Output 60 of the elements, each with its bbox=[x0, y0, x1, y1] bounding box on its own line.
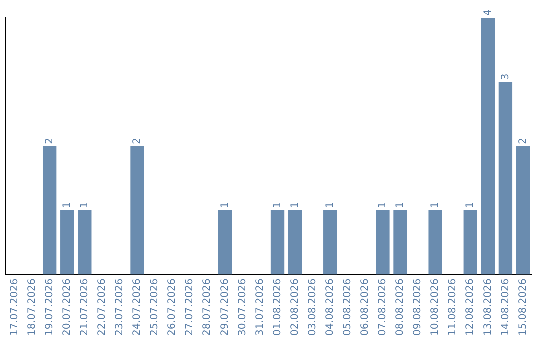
bar bbox=[324, 210, 338, 275]
x-tick-label: 29.07.2026 bbox=[220, 278, 231, 336]
bar bbox=[288, 210, 302, 275]
bar bbox=[42, 146, 57, 275]
x-tick-label: 19.07.2026 bbox=[44, 278, 56, 336]
x-tick-label: 06.08.2026 bbox=[360, 278, 372, 336]
x-tick-label: 10.08.2026 bbox=[430, 278, 442, 336]
data-label: 1 bbox=[430, 202, 442, 209]
bar bbox=[78, 210, 92, 275]
x-tick-label: 01.08.2026 bbox=[272, 278, 284, 336]
bar bbox=[464, 210, 478, 275]
x-tick-label: 20.07.2026 bbox=[62, 278, 73, 336]
x-tick-label: 30.07.2026 bbox=[237, 278, 248, 336]
data-label: 1 bbox=[378, 202, 389, 209]
x-tick-label: 12.08.2026 bbox=[465, 278, 476, 336]
data-label: 2 bbox=[132, 138, 144, 144]
data-label: 2 bbox=[44, 138, 56, 144]
x-tick-label: 25.07.2026 bbox=[150, 278, 161, 336]
data-label: 1 bbox=[395, 202, 406, 209]
bar bbox=[498, 82, 513, 275]
data-label: 3 bbox=[500, 74, 512, 80]
data-label: 1 bbox=[79, 202, 90, 209]
x-tick-label: 26.07.2026 bbox=[167, 278, 178, 336]
bar bbox=[270, 210, 285, 275]
data-label: 1 bbox=[290, 202, 301, 209]
x-tick-label: 03.08.2026 bbox=[307, 278, 318, 336]
x-tick-label: 09.08.2026 bbox=[412, 278, 424, 336]
x-tick-label: 31.07.2026 bbox=[254, 278, 266, 336]
x-tick-label: 04.08.2026 bbox=[324, 278, 336, 336]
x-tick-label: 18.07.2026 bbox=[26, 278, 38, 336]
x-tick-label: 21.07.2026 bbox=[79, 278, 90, 336]
data-label: 4 bbox=[482, 10, 494, 16]
bar bbox=[376, 210, 390, 275]
data-label: 1 bbox=[62, 202, 73, 209]
x-tick-label: 14.08.2026 bbox=[500, 278, 512, 336]
bar bbox=[394, 210, 408, 275]
x-tick-label: 08.08.2026 bbox=[395, 278, 406, 336]
x-tick-label: 05.08.2026 bbox=[342, 278, 354, 336]
x-tick-label: 22.07.2026 bbox=[97, 278, 108, 336]
data-label: 1 bbox=[220, 202, 231, 209]
x-tick-label: 15.08.2026 bbox=[518, 278, 529, 336]
data-label: 2 bbox=[518, 138, 529, 144]
bar bbox=[481, 18, 496, 275]
x-tick-label: 17.07.2026 bbox=[9, 278, 20, 336]
x-tick-label: 24.07.2026 bbox=[132, 278, 144, 336]
x-tick-label: 07.08.2026 bbox=[378, 278, 389, 336]
x-tick-label: 11.08.2026 bbox=[448, 278, 459, 336]
bar bbox=[218, 210, 232, 275]
x-tick-label: 23.07.2026 bbox=[114, 278, 126, 336]
x-tick-label: 28.07.2026 bbox=[202, 278, 214, 336]
bar bbox=[428, 210, 442, 275]
bar bbox=[60, 210, 74, 275]
x-tick-label: 02.08.2026 bbox=[290, 278, 301, 336]
data-label: 1 bbox=[272, 202, 284, 209]
bar bbox=[516, 146, 530, 275]
x-tick-label: 13.08.2026 bbox=[482, 278, 494, 336]
bar bbox=[130, 146, 144, 275]
x-tick-label: 27.07.2026 bbox=[184, 278, 196, 336]
data-label: 1 bbox=[465, 202, 476, 209]
data-label: 1 bbox=[324, 202, 336, 209]
